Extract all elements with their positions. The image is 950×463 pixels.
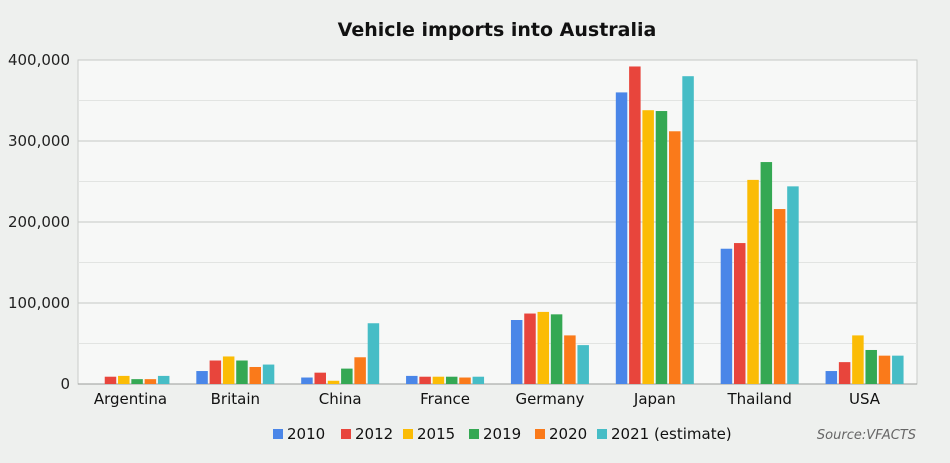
bar-thailand-2019 (760, 162, 773, 384)
bar-argentina-2020 (144, 379, 157, 384)
bar-britain-2015 (222, 356, 235, 384)
legend-swatch (469, 429, 479, 439)
x-category-label: Germany (515, 390, 584, 408)
legend-swatch (403, 429, 413, 439)
x-category-label: USA (849, 390, 881, 408)
bar-britain-2020 (249, 366, 262, 384)
bar-argentina-2015 (118, 375, 130, 384)
legend-swatch (535, 429, 545, 439)
legend-label: 2020 (549, 425, 587, 443)
bar-france-2020 (459, 377, 471, 384)
x-category-label: China (319, 390, 362, 408)
bar-britain-2019 (236, 360, 248, 384)
bar-japan-2012 (629, 66, 641, 384)
bar-germany-2020 (564, 335, 576, 384)
legend-label: 2010 (287, 425, 325, 443)
bar-usa-2020 (878, 355, 891, 384)
bar-thailand-2015 (747, 179, 759, 384)
bar-germany-2015 (537, 311, 550, 384)
legend-swatch (273, 429, 283, 439)
bar-japan-2021 (682, 76, 694, 384)
bar-france-2012 (419, 376, 431, 384)
bar-thailand-2021 (787, 186, 799, 384)
bar-usa-2019 (865, 349, 877, 384)
bar-usa-2015 (852, 335, 864, 384)
y-tick-label: 400,000 (8, 51, 70, 69)
y-tick-label: 100,000 (8, 294, 70, 312)
bar-britain-2010 (196, 371, 208, 384)
bar-japan-2015 (642, 110, 654, 384)
bar-japan-2010 (615, 92, 628, 385)
legend-label: 2019 (483, 425, 521, 443)
x-category-label: Japan (633, 390, 676, 408)
bar-france-2010 (406, 375, 418, 384)
bar-germany-2010 (510, 320, 523, 384)
bar-thailand-2012 (733, 243, 746, 384)
bar-thailand-2020 (773, 209, 786, 384)
x-category-label: France (420, 390, 470, 408)
legend-swatch (341, 429, 351, 439)
bar-germany-2019 (550, 314, 563, 384)
bar-china-2019 (341, 368, 353, 384)
bar-france-2015 (432, 376, 445, 384)
x-category-label: Britain (211, 390, 260, 408)
bar-japan-2020 (669, 131, 681, 384)
bar-usa-2012 (838, 362, 851, 384)
bar-argentina-2019 (131, 379, 143, 384)
bar-thailand-2010 (720, 248, 733, 384)
bar-britain-2021 (262, 364, 275, 384)
legend-label: 2021 (estimate) (611, 425, 732, 443)
source-note: Source:VFACTS (817, 428, 916, 443)
bar-germany-2021 (577, 345, 589, 384)
bar-usa-2021 (892, 355, 904, 384)
bar-china-2015 (327, 380, 340, 384)
x-category-label: Thailand (726, 390, 791, 408)
bar-japan-2019 (655, 111, 668, 384)
bar-usa-2010 (825, 371, 838, 384)
chart-title: Vehicle imports into Australia (338, 19, 657, 41)
bar-britain-2012 (209, 360, 222, 384)
bar-china-2010 (301, 377, 313, 384)
bar-argentina-2012 (104, 376, 117, 384)
bar-france-2021 (472, 376, 485, 384)
y-tick-label: 300,000 (8, 132, 70, 150)
y-tick-label: 0 (60, 375, 70, 393)
legend-label: 2012 (355, 425, 393, 443)
bar-china-2021 (367, 323, 380, 384)
bar-china-2012 (314, 372, 326, 384)
y-tick-label: 200,000 (8, 213, 70, 231)
bar-france-2019 (445, 376, 458, 384)
x-category-label: Argentina (94, 390, 167, 408)
bar-argentina-2021 (157, 375, 170, 384)
legend-swatch (597, 429, 607, 439)
legend-label: 2015 (417, 425, 455, 443)
bar-germany-2012 (524, 313, 536, 384)
bar-china-2020 (354, 357, 366, 384)
